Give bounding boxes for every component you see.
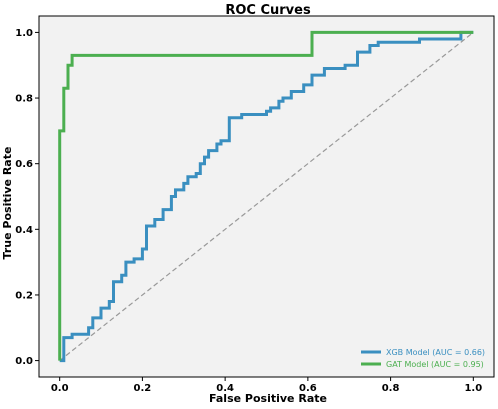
y-tick-label: 0.2 bbox=[15, 290, 33, 301]
x-axis-label: False Positive Rate bbox=[209, 392, 327, 405]
x-tick-label: 0.2 bbox=[134, 383, 152, 394]
x-tick-label: 1.0 bbox=[464, 383, 482, 394]
y-tick-label: 1.0 bbox=[15, 28, 33, 39]
y-tick-label: 0.6 bbox=[15, 159, 33, 170]
series-line-1 bbox=[58, 30, 474, 361]
x-tick-label: 0.0 bbox=[51, 383, 69, 394]
y-tick-label: 0.4 bbox=[15, 225, 33, 236]
legend-label: GAT Model (AUC = 0.95) bbox=[386, 360, 484, 369]
y-tick-label: 0.8 bbox=[15, 94, 33, 105]
legend-label: XGB Model (AUC = 0.66) bbox=[386, 348, 485, 357]
y-axis-label: True Positive Rate bbox=[1, 147, 14, 260]
y-axis: 0.0 0.2 0.4 0.6 0.8 1.0 bbox=[15, 28, 39, 367]
x-tick-label: 0.6 bbox=[299, 383, 317, 394]
plot-frame bbox=[38, 15, 495, 378]
x-axis: 0.0 0.2 0.4 0.6 0.8 1.0 bbox=[51, 377, 482, 394]
x-tick-label: 0.8 bbox=[382, 383, 400, 394]
x-tick-label: 0.4 bbox=[216, 383, 234, 394]
legend: XGB Model (AUC = 0.66) GAT Model (AUC = 0… bbox=[361, 348, 485, 369]
series-line-0 bbox=[59, 30, 474, 363]
y-tick-label: 0.0 bbox=[15, 356, 33, 367]
series-layer bbox=[58, 30, 474, 363]
chart-title: ROC Curves bbox=[225, 3, 311, 18]
